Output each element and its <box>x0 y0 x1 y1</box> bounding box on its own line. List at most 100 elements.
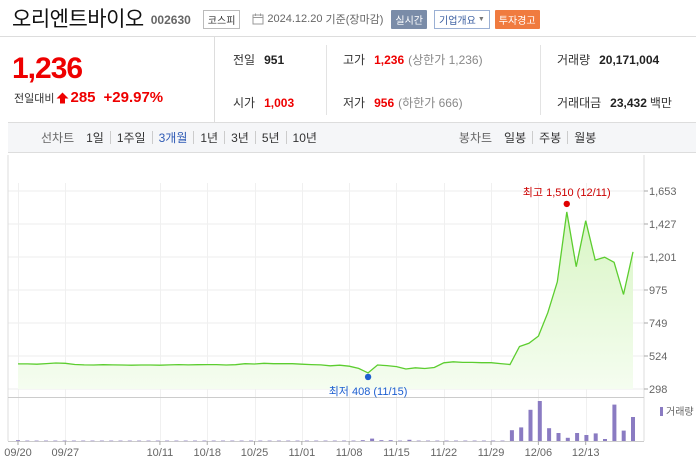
volume-bar <box>127 440 132 442</box>
volume-bar <box>444 440 449 442</box>
line-period-tab[interactable]: 3개월 <box>158 131 188 145</box>
price-area <box>18 211 633 389</box>
max-point-marker <box>563 200 570 208</box>
volume-bar <box>314 440 319 442</box>
y-tick-label: 749 <box>649 318 667 330</box>
stat-value: 951 <box>264 52 285 67</box>
chart-grid <box>7 155 645 442</box>
volume-bar <box>109 440 114 442</box>
volume-bar <box>519 427 524 441</box>
stat-label: 고가 <box>343 53 366 67</box>
x-tick-label: 10/11 <box>147 447 174 459</box>
volume-bar <box>481 440 486 442</box>
y-tick-label: 1,653 <box>649 186 677 198</box>
y-tick-label: 1,201 <box>649 252 677 264</box>
volume-legend-swatch <box>660 407 663 416</box>
volume-bar <box>81 440 86 442</box>
stock-header: 오리엔트바이오 002630 코스피 2024.12.20 기준(장마감) 실시… <box>0 0 696 36</box>
company-overview-button[interactable]: 기업개요 ▼ <box>434 9 490 29</box>
divider <box>540 45 541 115</box>
line-period-tab[interactable]: 1일 <box>86 131 104 145</box>
volume-bar <box>34 440 39 442</box>
stat-value: 956 <box>374 95 395 110</box>
y-tick-label: 524 <box>649 351 667 363</box>
volume-bar <box>295 440 300 442</box>
line-chart-label: 선차트 <box>41 131 75 145</box>
volume-bar <box>463 440 468 442</box>
stat-volume: 거래량 20,171,004 <box>557 51 659 68</box>
x-tick-label: 11/01 <box>288 447 315 459</box>
realtime-button[interactable]: 실시간 <box>391 9 428 29</box>
stat-label: 저가 <box>343 96 366 110</box>
change-amount: 285 <box>70 89 96 106</box>
x-tick-label: 09/20 <box>4 447 32 459</box>
stat-prev-close: 전일 951 <box>233 51 284 68</box>
volume-bar <box>351 440 356 442</box>
stat-label: 거래대금 <box>557 96 602 110</box>
divider <box>326 45 327 115</box>
volume-bar <box>53 440 58 442</box>
volume-bar <box>603 439 607 441</box>
volume-bar <box>221 440 225 442</box>
line-period-tab[interactable]: 1년 <box>200 131 219 145</box>
change-row: 전일대비 285 +29.97% <box>14 89 163 106</box>
volume-bar <box>537 401 542 441</box>
candle-chart-label: 봉차트 <box>458 131 493 145</box>
x-axis-ticks: 09/20 09/27 10/11 10/18 10/25 11/01 11/08 11/15… <box>4 441 599 459</box>
stat-label: 시가 <box>233 96 256 110</box>
volume-bar <box>584 435 589 441</box>
tab-separator <box>193 131 195 144</box>
current-price: 1,236 <box>12 52 83 85</box>
x-tick-label: 11/15 <box>383 447 410 459</box>
price-line <box>18 211 634 374</box>
volume-bar <box>612 404 617 441</box>
stat-low: 저가 956 (하한가 666) <box>343 94 463 111</box>
volume-bar <box>304 440 309 442</box>
market-badge: 코스피 <box>202 9 241 29</box>
volume-bar <box>155 440 160 442</box>
min-point-marker <box>364 373 372 381</box>
y-tick-label: 975 <box>649 285 667 297</box>
candle-period-tab[interactable]: 일봉 <box>504 131 527 145</box>
volume-bar <box>71 440 76 442</box>
volume-bar <box>211 440 216 442</box>
volume-bar <box>472 440 477 442</box>
volume-bar <box>286 440 291 442</box>
line-period-tab[interactable]: 1주일 <box>116 131 146 145</box>
calendar-icon <box>252 13 264 25</box>
volume-bar <box>276 440 281 442</box>
volume-bar <box>360 440 365 441</box>
stat-label: 거래량 <box>557 53 591 67</box>
quote-date: 2024.12.20 <box>267 13 323 25</box>
stock-code: 002630 <box>150 13 191 27</box>
stat-open: 시가 1,003 <box>233 94 294 111</box>
volume-bar <box>379 440 384 441</box>
tab-separator <box>151 131 153 144</box>
tab-separator <box>109 131 111 144</box>
volume-bar <box>118 440 123 442</box>
y-axis-ticks: 1,653 1,427 1,201 975 749 524 298 거래량 <box>644 186 694 418</box>
stat-high: 고가 1,236 (상한가 1,236) <box>343 51 483 68</box>
line-period-tab[interactable]: 10년 <box>292 131 317 145</box>
volume-bar <box>454 440 458 442</box>
stat-sub: (상한가 1,236) <box>408 53 483 67</box>
volume-bar <box>547 428 552 441</box>
chevron-down-icon: ▼ <box>477 15 485 23</box>
candle-period-tab[interactable]: 월봉 <box>574 131 597 145</box>
investment-warning-badge[interactable]: 투자경고 <box>494 9 540 29</box>
current-price-panel: 1,236 전일대비 285 +29.97% <box>0 37 215 123</box>
tab-separator <box>567 131 569 144</box>
line-period-tab[interactable]: 3년 <box>231 131 249 145</box>
volume-bar <box>528 409 533 441</box>
tab-separator <box>532 131 534 144</box>
candle-period-tab[interactable]: 주봉 <box>539 131 562 145</box>
volume-bar <box>99 440 104 442</box>
y-tick-label: 298 <box>649 384 667 396</box>
line-period-tab[interactable]: 5년 <box>261 131 280 145</box>
chart-period-bar: 선차트 1일 1주일 3개월 1년 3년 5년 10년 봉차트 일봉 주봉 월봉 <box>8 122 696 153</box>
volume-bar <box>509 430 514 441</box>
candle-period-tabs: 일봉 주봉 월봉 <box>504 129 596 146</box>
volume-bar <box>416 440 421 442</box>
x-tick-label: 12/06 <box>525 447 553 459</box>
